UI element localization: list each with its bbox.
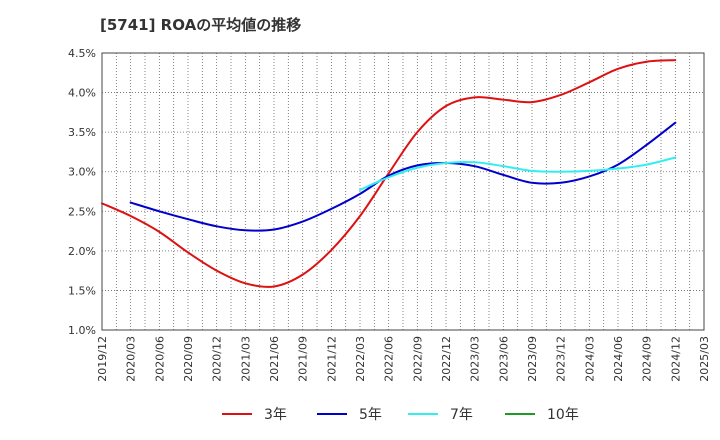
y-axis-ticks: 1.0% 1.5% 2.0% 2.5% 3.0% 3.5% 4.0% 4.5%	[68, 47, 96, 337]
x-tick-label: 2020/03	[125, 336, 138, 382]
legend: 3年 5年 7年 10年	[222, 407, 579, 423]
x-tick-label: 2020/12	[211, 336, 224, 382]
x-tick-label: 2021/06	[268, 336, 281, 382]
chart-title: [5741] ROAの平均値の推移	[100, 16, 302, 34]
series-line-2	[359, 156, 677, 191]
x-tick-label: 2023/09	[526, 336, 539, 382]
y-tick-label: 3.5%	[68, 126, 96, 139]
legend-label-2: 7年	[450, 407, 473, 423]
x-tick-label: 2024/03	[583, 336, 596, 382]
legend-label-1: 5年	[359, 407, 382, 423]
x-tick-label: 2024/06	[612, 336, 625, 382]
x-tick-label: 2019/12	[96, 336, 109, 382]
x-tick-label: 2024/09	[641, 336, 654, 382]
series-line-0	[101, 59, 677, 288]
legend-label-0: 3年	[264, 407, 287, 423]
y-tick-label: 1.0%	[68, 324, 96, 337]
series-line-1	[129, 121, 677, 232]
x-tick-label: 2021/03	[239, 336, 252, 382]
legend-label-3: 10年	[547, 407, 579, 423]
x-tick-label: 2021/09	[297, 336, 310, 382]
y-tick-label: 4.5%	[68, 47, 96, 60]
x-tick-label: 2021/12	[325, 336, 338, 382]
x-tick-label: 2020/09	[182, 336, 195, 382]
series-lines	[101, 59, 677, 288]
x-tick-label: 2023/12	[555, 336, 568, 382]
x-axis-ticks: 2019/12 2020/03 2020/06 2020/09 2020/12 2021/…	[96, 336, 711, 382]
x-tick-label: 2024/12	[669, 336, 682, 382]
x-tick-label: 2022/09	[411, 336, 424, 382]
y-tick-label: 1.5%	[68, 284, 96, 297]
x-tick-label: 2022/03	[354, 336, 367, 382]
y-tick-label: 2.5%	[68, 205, 96, 218]
x-tick-label: 2022/12	[440, 336, 453, 382]
y-tick-label: 3.0%	[68, 166, 96, 179]
plot-border	[101, 52, 705, 331]
x-tick-label: 2020/06	[153, 336, 166, 382]
x-tick-label: 2023/03	[469, 336, 482, 382]
y-tick-label: 4.0%	[68, 87, 96, 100]
x-tick-label: 2023/06	[497, 336, 510, 382]
x-tick-label: 2022/06	[383, 336, 396, 382]
y-tick-label: 2.0%	[68, 245, 96, 258]
x-tick-label: 2025/03	[698, 336, 711, 382]
